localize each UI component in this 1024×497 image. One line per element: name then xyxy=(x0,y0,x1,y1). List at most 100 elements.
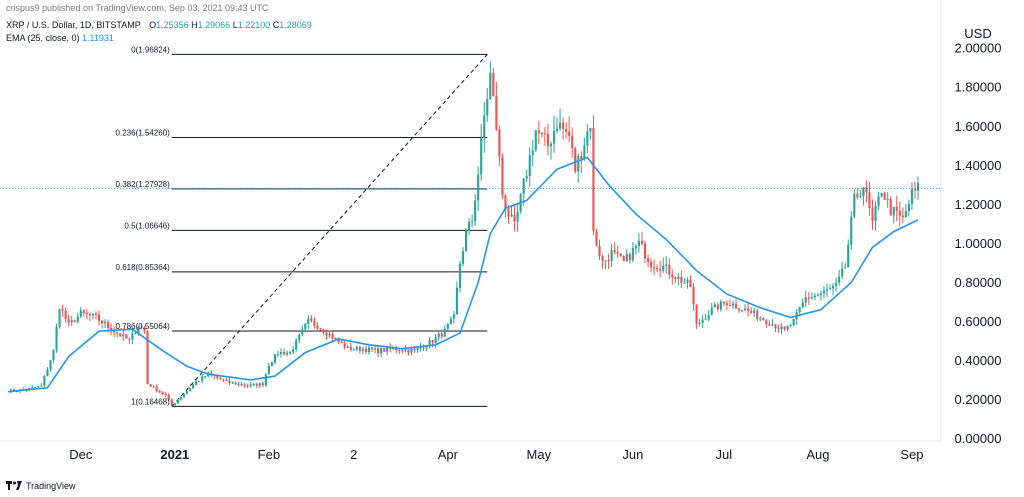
candle-body xyxy=(634,246,637,249)
fib-level-label: 0.5(1.06646) xyxy=(124,221,170,230)
candle xyxy=(762,316,765,321)
candle xyxy=(704,313,707,321)
candle-body xyxy=(167,395,170,400)
candle-body xyxy=(650,261,653,268)
candle xyxy=(504,193,507,218)
candle xyxy=(901,207,904,224)
candle-body xyxy=(307,318,310,325)
candle xyxy=(76,312,79,324)
candle xyxy=(750,307,753,314)
candle-body xyxy=(304,324,307,330)
candle xyxy=(301,325,304,337)
candle xyxy=(361,346,364,355)
price-axis[interactable]: 0.00000 0.20000 0.40000 0.60000 0.80000 1.000… xyxy=(955,41,1002,446)
footer: TradingView xyxy=(6,481,76,491)
candle-body xyxy=(270,362,273,366)
tradingview-logo-icon xyxy=(6,481,22,490)
candle-body xyxy=(683,282,686,284)
candle xyxy=(201,373,204,384)
candle xyxy=(628,251,631,264)
symbol-info: XRP / U.S. Dollar, 1D, BITSTAMP O1.25356… xyxy=(6,20,312,30)
candle-body xyxy=(155,386,158,392)
fibonacci-retracement[interactable] xyxy=(171,53,488,407)
candle-body xyxy=(559,122,562,129)
candle-body xyxy=(346,346,349,348)
candle xyxy=(480,123,483,181)
candle xyxy=(483,101,486,153)
candle xyxy=(859,189,862,199)
candle-body xyxy=(182,393,185,398)
candle xyxy=(264,372,267,388)
candle xyxy=(610,243,613,268)
close-value: 1.28069 xyxy=(279,20,312,30)
candle xyxy=(352,348,355,351)
candle-body xyxy=(592,127,595,231)
candle xyxy=(492,67,495,97)
candle xyxy=(907,199,910,217)
price-tick-label: 1.20000 xyxy=(955,197,1002,212)
candle-body xyxy=(407,349,410,353)
candle-body xyxy=(334,337,337,339)
candle xyxy=(79,306,82,318)
candle xyxy=(634,243,637,256)
candle-body xyxy=(458,263,462,288)
candle-body xyxy=(865,187,868,193)
candle xyxy=(249,381,252,388)
time-tick-label: Sep xyxy=(900,447,923,462)
candle-body xyxy=(49,360,52,370)
candle xyxy=(225,377,228,382)
candle xyxy=(537,120,540,145)
candle xyxy=(549,141,553,160)
candle xyxy=(589,127,592,140)
candle-body xyxy=(252,383,255,385)
time-tick-label: Dec xyxy=(69,447,93,462)
candle-body xyxy=(76,316,79,323)
candle xyxy=(46,366,49,377)
candle-body xyxy=(55,326,58,350)
candle xyxy=(898,201,901,227)
time-tick-label: Apr xyxy=(438,447,459,462)
candle-body xyxy=(898,211,901,216)
candle xyxy=(756,308,759,322)
candle xyxy=(449,316,452,325)
candle xyxy=(282,348,286,356)
candle xyxy=(562,117,565,140)
candle xyxy=(370,346,374,353)
candle xyxy=(155,384,158,393)
candle xyxy=(592,115,595,236)
price-tick-label: 1.40000 xyxy=(955,158,1002,173)
candle xyxy=(185,390,189,395)
candle xyxy=(458,261,462,293)
candle xyxy=(31,385,34,389)
candle-body xyxy=(264,374,267,386)
candle-body xyxy=(185,390,189,394)
candle-body xyxy=(110,327,113,332)
candle-body xyxy=(862,187,865,197)
candle-body xyxy=(719,301,722,310)
candle-body xyxy=(292,349,295,353)
candle-body xyxy=(249,384,252,387)
candle xyxy=(604,260,607,270)
candle xyxy=(286,350,289,357)
time-axis[interactable]: Dec 2021 Feb 2 Apr May Jun Jul Aug Sep xyxy=(69,447,923,462)
candle xyxy=(104,319,107,328)
candle xyxy=(486,88,489,122)
time-tick-label: 2 xyxy=(350,447,357,462)
ema-legend[interactable]: EMA (25, close, 0) 1.11931 xyxy=(6,33,114,43)
candle-body xyxy=(789,325,792,327)
candle xyxy=(625,249,628,263)
candle-body xyxy=(689,279,692,287)
candle-body xyxy=(841,268,844,277)
candle xyxy=(49,359,52,372)
candle-body xyxy=(904,210,907,218)
candle-body xyxy=(246,385,249,387)
candle-body xyxy=(331,333,334,339)
fib-level-label: 0.382(1.27928) xyxy=(116,180,171,189)
candle-body xyxy=(777,328,780,330)
candle xyxy=(792,318,795,326)
candle xyxy=(349,342,352,352)
candle xyxy=(798,306,801,316)
candle-body xyxy=(128,338,131,340)
candle xyxy=(571,127,574,158)
